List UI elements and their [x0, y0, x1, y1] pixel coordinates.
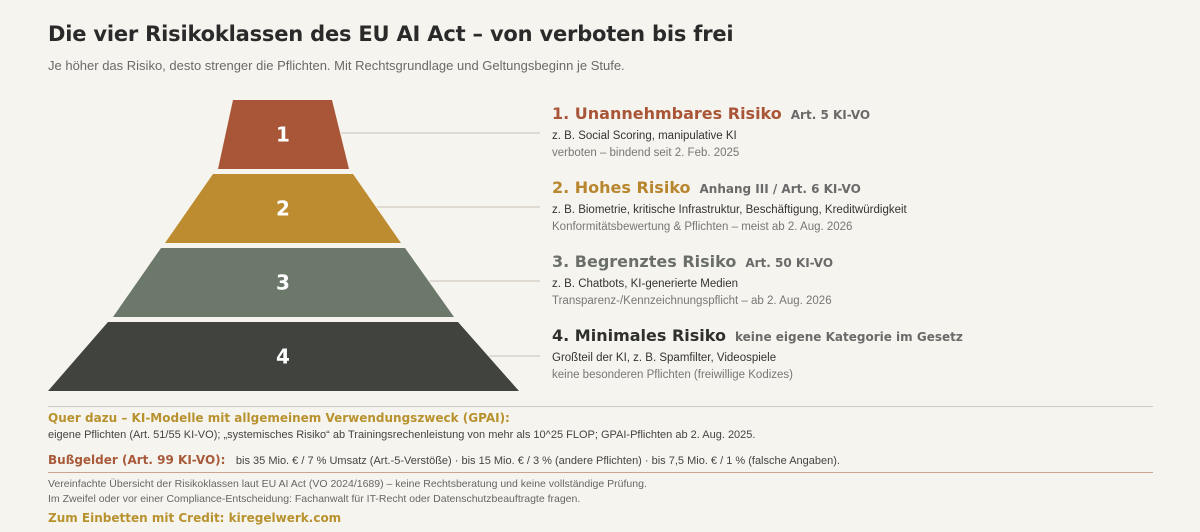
tier-law: keine eigene Kategorie im Gesetz	[734, 330, 963, 344]
fines-text: bis 35 Mio. € / 7 % Umsatz (Art.-5-Verst…	[235, 455, 840, 467]
tier-number-3: 3	[276, 271, 290, 295]
fines-label: Bußgelder (Art. 99 KI-VO):	[48, 453, 226, 467]
page-subtitle: Je höher das Risiko, desto strenger die …	[48, 58, 625, 73]
tier-number-4: 4	[276, 345, 290, 369]
tier-info-4: 4. Minimales Risiko keine eigene Kategor…	[552, 326, 963, 381]
tier-title: 1. Unannehmbares Risiko	[552, 104, 782, 123]
divider	[48, 406, 1153, 407]
gpai-text: eigene Pflichten (Art. 51/55 KI-VO); „sy…	[48, 429, 756, 441]
tier-law: Art. 50 KI-VO	[745, 256, 834, 270]
tier-info-3: 3. Begrenztes Risiko Art. 50 KI-VO z. B.…	[552, 252, 833, 307]
pyramid-tier-3	[113, 248, 454, 317]
tier-law: Art. 5 KI-VO	[790, 108, 871, 122]
tier-info-1: 1. Unannehmbares Risiko Art. 5 KI-VO z. …	[552, 104, 870, 159]
gpai-title: Quer dazu – KI-Modelle mit allgemeinem V…	[48, 411, 510, 425]
tier-title: 2. Hohes Risiko	[552, 178, 691, 197]
risk-pyramid: 1 2 3 4	[48, 100, 540, 391]
pyramid-tier-4	[48, 322, 519, 391]
tier-info-2: 2. Hohes Risiko Anhang III / Art. 6 KI-V…	[552, 178, 907, 233]
tier-example: z. B. Social Scoring, manipulative KI	[552, 130, 737, 142]
tier-number-1: 1	[276, 123, 290, 147]
divider	[48, 472, 1153, 473]
tier-status: Konformitätsbewertung & Pflichten – meis…	[552, 221, 853, 233]
fines-line: Bußgelder (Art. 99 KI-VO): bis 35 Mio. €…	[48, 451, 840, 469]
tier-example: Großteil der KI, z. B. Spamfilter, Video…	[552, 352, 777, 364]
tier-status: Transparenz-/Kennzeichnungspflicht – ab …	[552, 295, 832, 307]
page-title: Die vier Risikoklassen des EU AI Act – v…	[48, 22, 734, 46]
disclaimer-line-1: Vereinfachte Übersicht der Risikoklassen…	[48, 478, 647, 490]
credit-link[interactable]: Zum Einbetten mit Credit: kiregelwerk.co…	[48, 511, 342, 525]
pyramid-tier-1	[218, 100, 349, 169]
tier-status: keine besonderen Pflichten (freiwillige …	[552, 369, 793, 381]
disclaimer-line-2: Im Zweifel oder vor einer Compliance-Ent…	[48, 493, 581, 505]
tier-law: Anhang III / Art. 6 KI-VO	[699, 182, 861, 196]
tier-example: z. B. Chatbots, KI-generierte Medien	[552, 278, 739, 290]
tier-title: 4. Minimales Risiko	[552, 326, 726, 345]
tier-title: 3. Begrenztes Risiko	[552, 252, 737, 271]
tier-number-2: 2	[276, 197, 290, 221]
tier-status: verboten – bindend seit 2. Feb. 2025	[552, 147, 740, 159]
tier-example: z. B. Biometrie, kritische Infrastruktur…	[552, 204, 907, 216]
pyramid-tier-2	[165, 174, 401, 243]
